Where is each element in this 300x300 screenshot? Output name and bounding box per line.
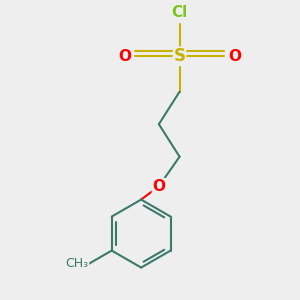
Text: O: O bbox=[228, 49, 241, 64]
Text: CH₃: CH₃ bbox=[65, 257, 88, 270]
Text: Cl: Cl bbox=[171, 5, 188, 20]
Text: O: O bbox=[118, 49, 131, 64]
Text: O: O bbox=[152, 179, 165, 194]
Text: S: S bbox=[174, 47, 186, 65]
